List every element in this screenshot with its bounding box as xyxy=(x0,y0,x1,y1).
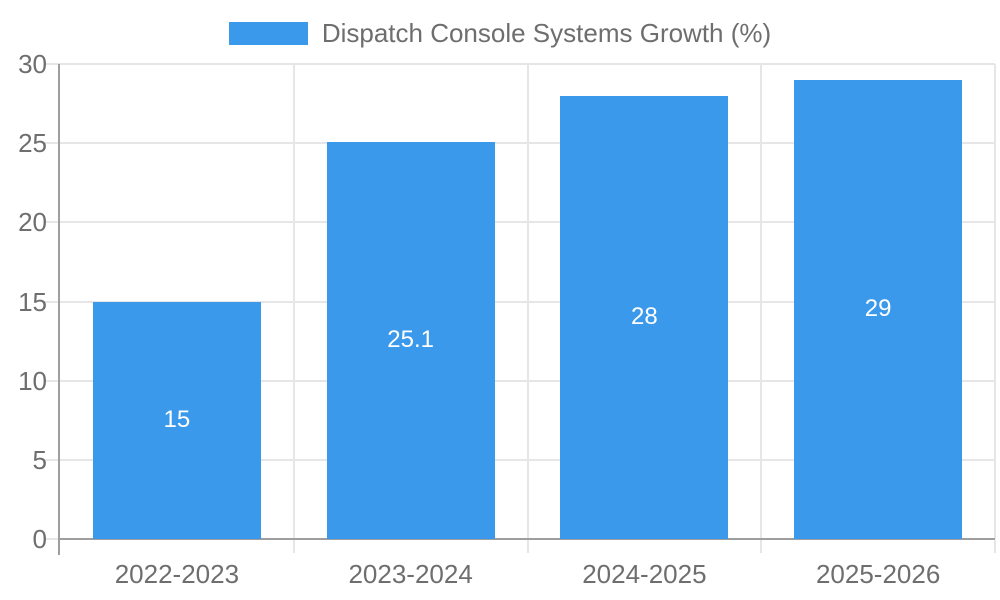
legend-swatch[interactable] xyxy=(228,22,308,45)
y-axis-tick xyxy=(44,142,60,145)
y-axis-tick-label: 0 xyxy=(32,524,47,554)
y-axis-tick xyxy=(44,300,60,303)
x-axis-category-label: 2025-2026 xyxy=(815,559,941,589)
bar-2023-2024[interactable] xyxy=(326,141,495,539)
y-axis-tick-label: 10 xyxy=(18,365,47,396)
v-gridline xyxy=(292,64,295,539)
bar-value-label: 15 xyxy=(163,406,191,434)
v-gridline xyxy=(760,64,763,539)
x-axis-line xyxy=(58,538,995,540)
bar-value-label: 29 xyxy=(864,295,892,323)
bar-2024-2025[interactable] xyxy=(560,95,729,539)
x-axis-tick xyxy=(994,540,996,553)
legend[interactable]: Dispatch Console Systems Growth (%) xyxy=(0,18,1000,49)
x-axis-tick xyxy=(526,540,529,553)
y-axis-line xyxy=(58,64,60,555)
x-axis-category-label: 2024-2025 xyxy=(582,559,707,589)
y-axis-tick xyxy=(44,63,60,65)
bar-value-label: 25.1 xyxy=(387,326,434,354)
y-axis-tick-label: 20 xyxy=(18,207,47,238)
y-axis-tick xyxy=(44,538,60,540)
y-axis-tick-label: 25 xyxy=(18,128,47,159)
bar-value-label: 28 xyxy=(631,303,658,331)
x-axis-tick xyxy=(292,540,295,553)
v-gridline xyxy=(526,64,529,539)
legend-label[interactable]: Dispatch Console Systems Growth (%) xyxy=(321,18,772,48)
bar-2022-2023[interactable] xyxy=(92,301,261,539)
y-axis-tick-label: 15 xyxy=(18,286,47,317)
y-axis-tick xyxy=(44,221,60,224)
y-axis-tick-label: 5 xyxy=(32,444,47,475)
bar-2025-2026[interactable] xyxy=(794,79,963,539)
v-gridline xyxy=(994,64,996,539)
y-axis-tick-label: 30 xyxy=(18,49,47,79)
y-axis-tick xyxy=(44,458,60,461)
x-axis-tick xyxy=(760,540,763,553)
x-axis-category-label: 2022-2023 xyxy=(114,559,240,589)
y-axis-tick xyxy=(44,379,60,382)
x-axis-category-label: 2023-2024 xyxy=(348,559,473,589)
